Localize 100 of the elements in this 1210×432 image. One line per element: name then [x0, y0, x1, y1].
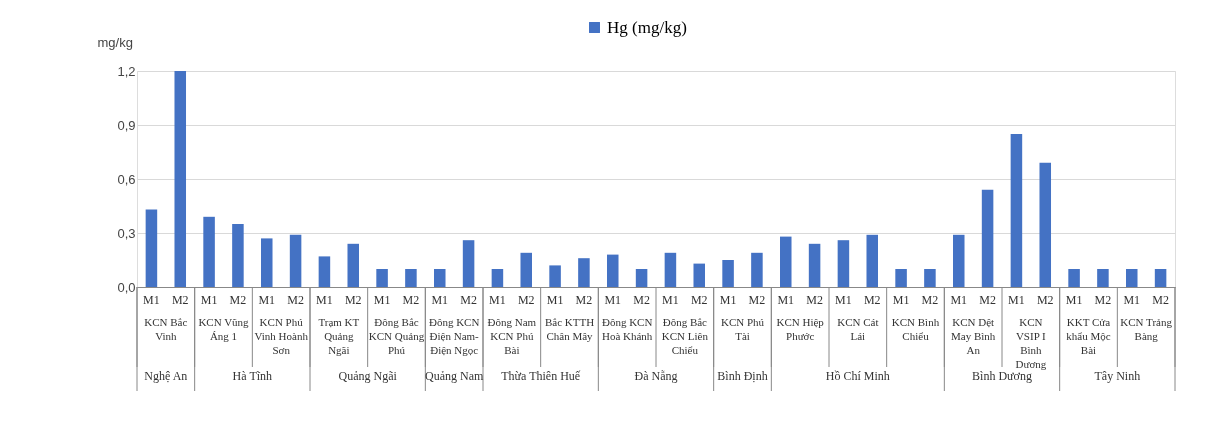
x-tick-label: M2	[402, 293, 420, 307]
y-tick-label: 0,0	[117, 279, 136, 295]
x-tick-label: M1	[604, 293, 622, 307]
bar	[289, 234, 302, 287]
text: Đông Bắc KCN Liên Chiểu	[661, 316, 709, 356]
x-tick-label: M2	[806, 293, 823, 307]
bar	[376, 269, 388, 287]
legend-label: Hg (mg/kg)	[607, 17, 687, 37]
bar	[1039, 162, 1052, 287]
text: KCN Phú Vinh Hoành Sơn	[254, 316, 309, 356]
x-tick-label: M2	[344, 293, 362, 307]
text: KCN Bắc Vinh	[144, 316, 188, 342]
bar	[520, 252, 533, 287]
bar	[174, 71, 187, 287]
x-tick-label: M2	[1036, 293, 1054, 307]
x-tick-label: M1	[316, 293, 333, 307]
y-tick-label: 0,3	[117, 225, 136, 241]
bar	[260, 238, 273, 287]
x-tick-label: M1	[1123, 293, 1141, 307]
bar	[808, 243, 821, 287]
x-tick-label: M2	[863, 293, 881, 307]
bar	[693, 263, 706, 287]
bar	[751, 252, 763, 287]
x-tick-label: M1	[662, 293, 679, 307]
text: Bắc KTTH Chân Mây	[544, 316, 595, 342]
text: Hồ Chí Minh	[825, 369, 890, 383]
bar	[866, 234, 879, 287]
x-tick-label: M1	[546, 293, 564, 307]
bar	[1154, 269, 1167, 287]
text: Bình Dương	[972, 369, 1032, 383]
x-tick-label: M1	[950, 293, 968, 307]
x-tick-label: M2	[517, 293, 535, 307]
bar	[722, 260, 734, 287]
bar	[462, 240, 475, 287]
bar	[491, 269, 504, 287]
text: Bình Định	[717, 369, 768, 383]
x-tick-label: M2	[921, 293, 939, 307]
y-axis-title: mg/kg	[97, 34, 133, 50]
text: Đông Nam KCN Phú Bài	[487, 316, 537, 356]
bar	[606, 254, 619, 287]
text: KCN Trảng Bàng	[1120, 316, 1173, 342]
bar	[318, 256, 331, 287]
bar	[1068, 269, 1080, 287]
text: Tây Ninh	[1094, 369, 1141, 383]
x-tick-label: M2	[171, 293, 189, 307]
x-tick-label: M2	[690, 293, 708, 307]
text: Đông KCN Điện Nam-Điện Ngọc	[428, 316, 480, 356]
x-tick-label: M1	[258, 293, 276, 307]
bar	[1010, 134, 1023, 287]
text: KCN VSIP I Bình Dương	[1015, 316, 1047, 370]
bar	[347, 243, 360, 287]
x-tick-label: M2	[1152, 293, 1169, 307]
text: Quảng Nam	[425, 369, 484, 383]
x-tick-label: M1	[1008, 293, 1025, 307]
text: KCN Phú Tài	[720, 316, 765, 342]
text: KCN Vũng Áng 1	[198, 316, 250, 342]
bar	[405, 269, 417, 287]
bar	[578, 258, 590, 287]
text: KCN Hiệp Phước	[776, 316, 825, 342]
x-tick-label: M1	[431, 293, 449, 307]
text: Đông Bắc KCN Quảng Phú	[368, 316, 425, 356]
y-tick-label: 1,2	[117, 63, 136, 79]
bar	[779, 236, 792, 287]
bar	[635, 269, 648, 287]
x-tick-label: M1	[892, 293, 910, 307]
bar	[924, 269, 936, 287]
x-tick-label: M2	[575, 293, 593, 307]
bar	[837, 240, 850, 287]
x-tick-label: M2	[1094, 293, 1112, 307]
bar	[1097, 269, 1109, 287]
x-tick-label: M1	[489, 293, 506, 307]
bar	[981, 189, 994, 287]
x-tick-label: M2	[460, 293, 477, 307]
x-tick-label: M1	[719, 293, 737, 307]
bar	[1125, 269, 1138, 287]
text: Hà Tĩnh	[232, 369, 273, 383]
x-tick-label: M2	[287, 293, 304, 307]
text: Quảng Ngãi	[338, 369, 398, 383]
y-tick-label: 0,9	[117, 117, 136, 133]
x-tick-label: M2	[979, 293, 996, 307]
text: Đà Nẵng	[634, 369, 678, 383]
x-tick-label: M1	[1065, 293, 1083, 307]
y-tick-label: 0,6	[117, 171, 136, 187]
bar	[203, 216, 215, 287]
text: Thừa Thiên Huế	[501, 369, 581, 383]
text: Trạm KT Quảng Ngãi	[318, 316, 360, 356]
x-tick-label: M1	[143, 293, 160, 307]
text: Đông KCN Hoà Khánh	[601, 316, 653, 342]
bar	[232, 224, 244, 287]
bar	[433, 269, 446, 287]
x-tick-label: M2	[748, 293, 766, 307]
text: KCN Bình Chiểu	[891, 316, 940, 342]
x-tick-label: M1	[777, 293, 795, 307]
bar	[145, 209, 158, 287]
bar	[895, 269, 907, 287]
x-tick-label: M1	[835, 293, 852, 307]
bar	[549, 265, 561, 287]
bar	[664, 252, 677, 287]
x-tick-label: M1	[373, 293, 391, 307]
text: KCN Dệt May Bình An	[951, 316, 996, 356]
